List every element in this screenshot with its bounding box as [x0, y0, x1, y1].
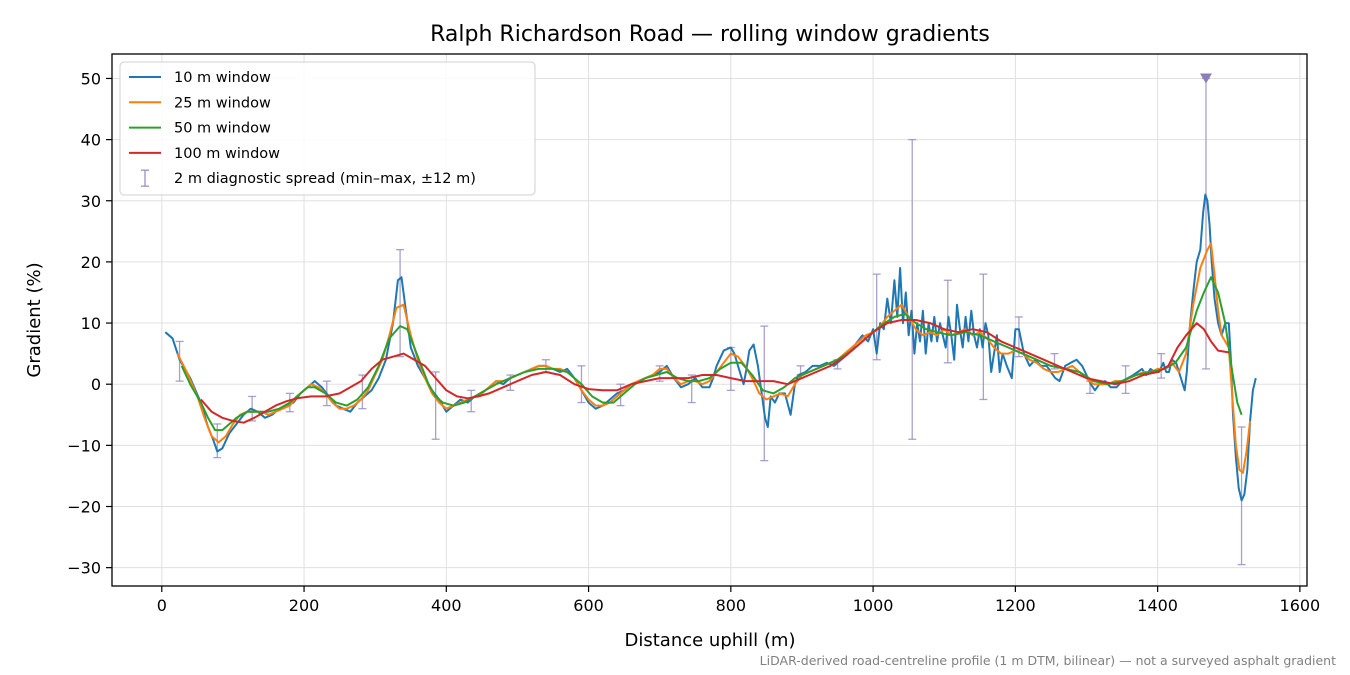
y-tick-label-3: 0: [91, 375, 101, 394]
legend: 10 m window 25 m window 50 m window 100 m w…: [119, 61, 536, 196]
errorbar-8: [467, 389, 476, 413]
errorbar-6: [396, 249, 405, 358]
y-tick-label-8: 50: [81, 69, 101, 88]
x-tick-label-7: 1400: [1137, 596, 1178, 615]
plot-frame: [111, 53, 1308, 587]
x-tick-label-5: 1000: [853, 596, 894, 615]
y-tick-label-4: 10: [81, 314, 101, 333]
y-tick-label-6: 30: [81, 192, 101, 211]
x-tick-label-0: 0: [157, 596, 167, 615]
plot-content: [164, 73, 1257, 566]
y-tick-label-1: −20: [67, 498, 101, 517]
legend-swatch-errorbar: [141, 169, 149, 187]
legend-label-4: 100 m window: [174, 146, 280, 162]
x-axis-label: Distance uphill (m): [625, 630, 796, 651]
y-tick-label-0: −30: [67, 559, 101, 578]
errorbar-7: [431, 371, 440, 440]
axis-ticks: 0 200 400 600 800 1000 1200 1400 1600 −30 −20 −10 0 1…: [67, 69, 1320, 615]
y-tick-label-7: 40: [81, 131, 101, 150]
y-axis-label: Gradient (%): [24, 262, 45, 377]
x-tick-label-8: 1600: [1280, 596, 1321, 615]
legend-label-2: 25 m window: [174, 95, 271, 111]
errorbar-16: [760, 325, 769, 462]
y-tick-label-5: 20: [81, 253, 101, 272]
errorbar-14: [687, 374, 696, 404]
footnote: LiDAR-derived road-centreline profile (1…: [760, 653, 1336, 668]
series-line-3: [180, 276, 1243, 432]
series-line-4: [200, 319, 1229, 424]
legend-box: [119, 61, 536, 196]
x-tick-label-1: 200: [289, 596, 320, 615]
x-tick-label-6: 1200: [995, 596, 1036, 615]
legend-label-1: 10 m window: [174, 70, 271, 86]
chart-title: Ralph Richardson Road — rolling window g…: [430, 22, 990, 47]
x-tick-label-2: 400: [431, 596, 462, 615]
x-tick-label-4: 800: [716, 596, 747, 615]
y-tick-label-2: −10: [67, 436, 101, 455]
legend-label-3: 50 m window: [174, 121, 271, 137]
errorbar-29: [1237, 426, 1246, 566]
clipped-spread-marker: [1199, 73, 1212, 84]
clipped-plot-area: [164, 77, 1257, 566]
legend-label-5: 2 m diagnostic spread (min–max, ±12 m): [174, 171, 476, 187]
errorbar-20: [908, 138, 917, 440]
x-tick-label-3: 600: [573, 596, 604, 615]
